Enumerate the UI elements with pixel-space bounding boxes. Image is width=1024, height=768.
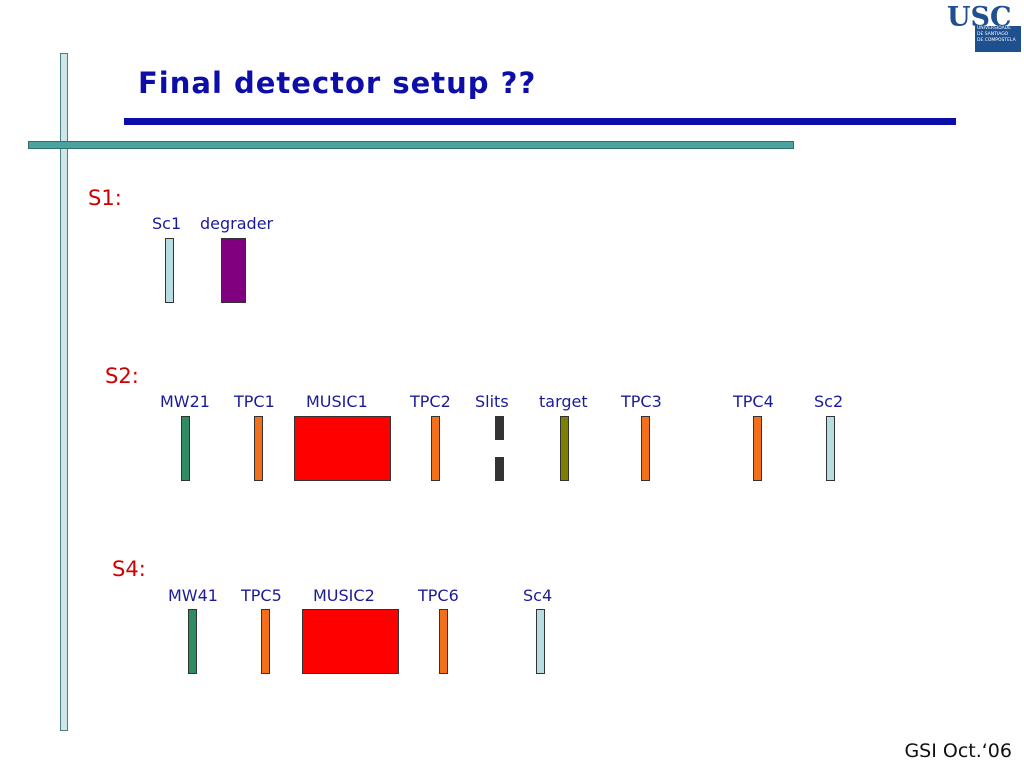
detector-tpc5 (261, 609, 270, 674)
detector-label-sc2: Sc2 (814, 392, 844, 411)
detector-sc4 (536, 609, 545, 674)
detector-label-tpc4: TPC4 (733, 392, 774, 411)
detector-label-music1: MUSIC1 (306, 392, 368, 411)
detector-label-degrader: degrader (200, 214, 274, 233)
detector-sc1 (165, 238, 174, 303)
slide-title: Final detector setup ?? (138, 66, 537, 100)
detector-label-sc4: Sc4 (523, 586, 553, 605)
detector-tpc4 (753, 416, 762, 481)
logo-box: UNIVERSIDADE DE SANTIAGO DE COMPOSTELA (975, 26, 1021, 52)
logo-line: UNIVERSIDADE (977, 26, 1011, 31)
slide-vertical-bar (60, 53, 68, 731)
detector-label-mw41: MW41 (168, 586, 218, 605)
detector-slits-upper (495, 416, 504, 440)
detector-target (560, 416, 569, 481)
detector-label-sc1: Sc1 (152, 214, 182, 233)
detector-tpc3 (641, 416, 650, 481)
detector-label-tpc2: TPC2 (410, 392, 451, 411)
detector-slits-lower (495, 457, 504, 481)
station-label-s4: S4: (112, 557, 146, 581)
detector-label-tpc3: TPC3 (621, 392, 662, 411)
detector-mw21 (181, 416, 190, 481)
detector-mw41 (188, 609, 197, 674)
detector-label-tpc1: TPC1 (234, 392, 275, 411)
usc-logo: USC UNIVERSIDADE DE SANTIAGO DE COMPOSTE… (945, 2, 1021, 52)
detector-label-mw21: MW21 (160, 392, 210, 411)
station-label-s2: S2: (105, 364, 139, 388)
detector-tpc1 (254, 416, 263, 481)
slide-horizontal-bar (28, 141, 794, 149)
detector-music1 (294, 416, 391, 481)
detector-label-slits: Slits (475, 392, 509, 411)
detector-label-tpc6: TPC6 (418, 586, 459, 605)
detector-tpc6 (439, 609, 448, 674)
detector-tpc2 (431, 416, 440, 481)
detector-degrader (221, 238, 246, 303)
detector-label-target: target (539, 392, 588, 411)
logo-line: DE SANTIAGO (977, 32, 1009, 37)
detector-label-tpc5: TPC5 (241, 586, 282, 605)
detector-music2 (302, 609, 399, 674)
slide-footer: GSI Oct.‘06 (904, 740, 1012, 762)
detector-label-music2: MUSIC2 (313, 586, 375, 605)
station-label-s1: S1: (88, 186, 122, 210)
detector-sc2 (826, 416, 835, 481)
title-underline (124, 118, 956, 125)
logo-line: DE COMPOSTELA (977, 38, 1016, 43)
